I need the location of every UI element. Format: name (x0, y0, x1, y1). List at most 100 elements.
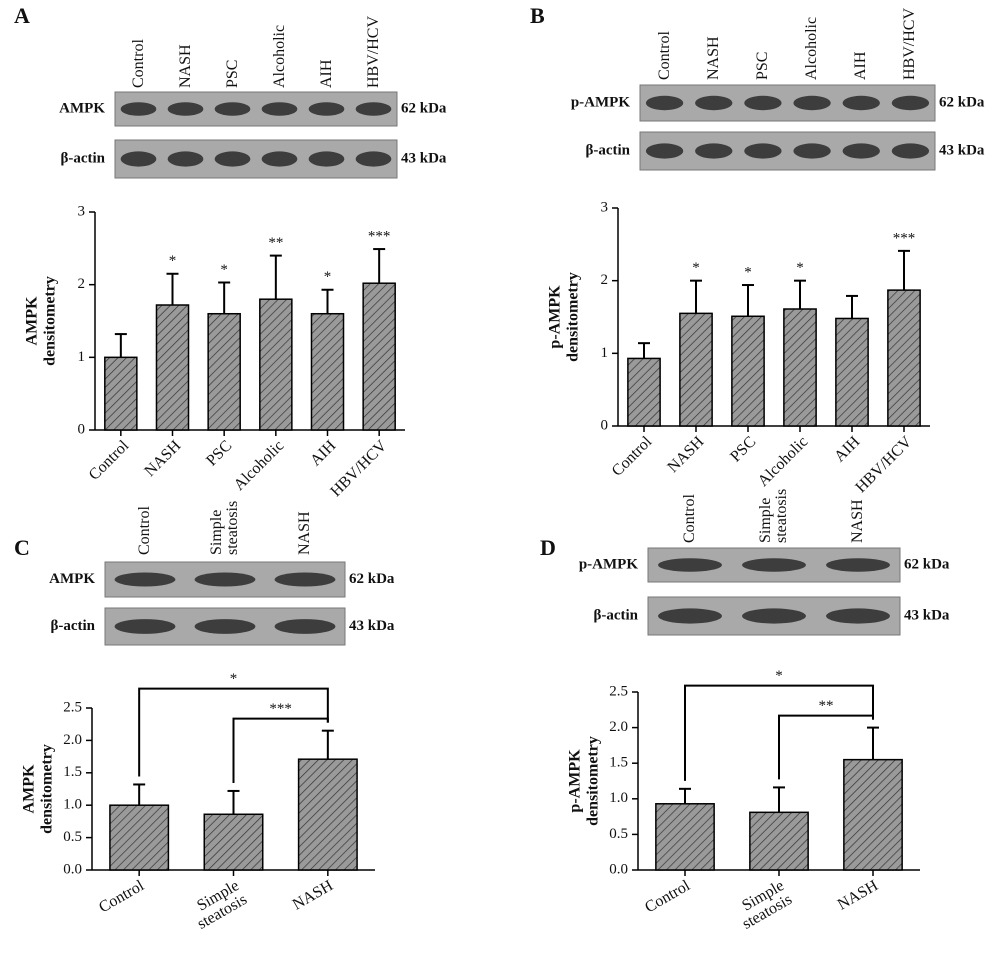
significance: *** (368, 228, 391, 244)
blot-strip (114, 139, 398, 179)
lane-label: HBV/HCV (901, 7, 919, 80)
comparison-label: *** (269, 701, 292, 717)
blot-band (167, 151, 204, 167)
blot-band (114, 572, 176, 587)
significance: * (692, 260, 700, 276)
lane-label: Simple steatosis (757, 488, 790, 543)
lane-label: Control (681, 494, 698, 543)
blot-band (214, 102, 251, 116)
blot-band (114, 619, 176, 634)
blot-row-label: β-actin (60, 150, 105, 166)
y-axis-label: densitometry (39, 744, 56, 834)
panel-label: B (530, 3, 545, 28)
blot-size-label: 43 kDa (401, 150, 447, 166)
lane-label: NASH (176, 44, 194, 88)
bar (310, 312, 345, 431)
blot-band (744, 143, 782, 159)
y-tick-label: 0 (78, 421, 86, 437)
panel-label: A (14, 3, 30, 28)
blot-row-label: p-AMPK (571, 94, 630, 110)
y-tick-label: 3 (601, 199, 609, 215)
comparison-bracket (778, 714, 874, 780)
y-tick-label: 1.0 (63, 797, 82, 813)
blot-row-label: AMPK (49, 571, 95, 587)
y-tick-label: 2.0 (63, 732, 82, 748)
blot-row-label: β-actin (50, 618, 95, 634)
significance: * (796, 260, 804, 276)
blot-band (842, 95, 880, 111)
blot-band (194, 619, 256, 634)
blot-band (793, 143, 831, 159)
bar (297, 758, 358, 871)
blot-band (891, 95, 930, 111)
blot-row-label: AMPK (59, 100, 105, 116)
bar (843, 758, 903, 871)
lane-label: Control (129, 39, 147, 88)
lane-label: Alcoholic (270, 24, 288, 88)
blot-band (742, 608, 806, 624)
blot-band (274, 619, 336, 634)
blot-strip (114, 91, 398, 127)
lane-label: Alcoholic (803, 16, 821, 80)
bar (362, 282, 396, 431)
comparison-bracket (232, 717, 329, 783)
bar (109, 804, 170, 871)
blot-band (695, 143, 733, 159)
y-axis-label: AMPK (21, 764, 38, 813)
blot-size-label: 62 kDa (349, 571, 395, 587)
y-tick-label: 0.5 (63, 829, 82, 845)
comparison-bracket (684, 684, 874, 781)
significance: *** (893, 230, 916, 246)
blot-band (645, 95, 684, 111)
panel-label: D (540, 535, 556, 560)
bar (259, 298, 293, 431)
blot-band (826, 608, 890, 624)
lane-label: Simple steatosis (208, 500, 241, 555)
y-tick-label: 2.5 (63, 699, 82, 715)
blot-band (261, 102, 298, 116)
significance: * (169, 253, 177, 269)
bar (783, 308, 817, 427)
significance: * (324, 269, 332, 285)
blot-strip (639, 131, 936, 171)
bar (749, 811, 809, 871)
lane-label: HBV/HCV (364, 15, 382, 88)
y-axis-label: densitometry (565, 272, 582, 362)
bar (887, 289, 921, 427)
bar (679, 312, 713, 427)
bar (155, 304, 190, 431)
lane-label: NASH (704, 36, 722, 80)
bar (655, 803, 715, 871)
y-axis-label: densitometry (42, 276, 59, 366)
blot-size-label: 43 kDa (939, 142, 985, 158)
bar (627, 357, 661, 427)
y-axis-label: AMPK (24, 296, 41, 345)
lane-label: NASH (296, 511, 313, 555)
y-axis-label: p-AMPK (567, 749, 584, 813)
blot-size-label: 62 kDa (904, 556, 950, 572)
blot-size-label: 43 kDa (349, 618, 395, 634)
blot-row-label: p-AMPK (579, 556, 638, 572)
blot-band (355, 151, 392, 167)
blot-band (167, 102, 204, 116)
lane-label: NASH (849, 499, 866, 543)
y-axis-label: p-AMPK (547, 285, 564, 349)
blot-band (120, 102, 157, 116)
bar (104, 356, 138, 431)
y-tick-label: 2.0 (609, 719, 628, 735)
blot-size-label: 62 kDa (939, 94, 985, 110)
lane-label: PSC (223, 59, 241, 88)
y-tick-label: 0.0 (609, 861, 628, 877)
blot-size-label: 62 kDa (401, 100, 447, 116)
comparison-label: * (230, 671, 238, 687)
lane-label: AIH (852, 51, 870, 80)
blot-band (214, 151, 251, 167)
lane-label: PSC (753, 51, 771, 80)
blot-band (658, 558, 722, 572)
y-tick-label: 3 (78, 203, 86, 219)
comparison-label: * (775, 668, 783, 684)
lane-label: AIH (317, 59, 335, 88)
y-tick-label: 0.5 (609, 826, 628, 842)
